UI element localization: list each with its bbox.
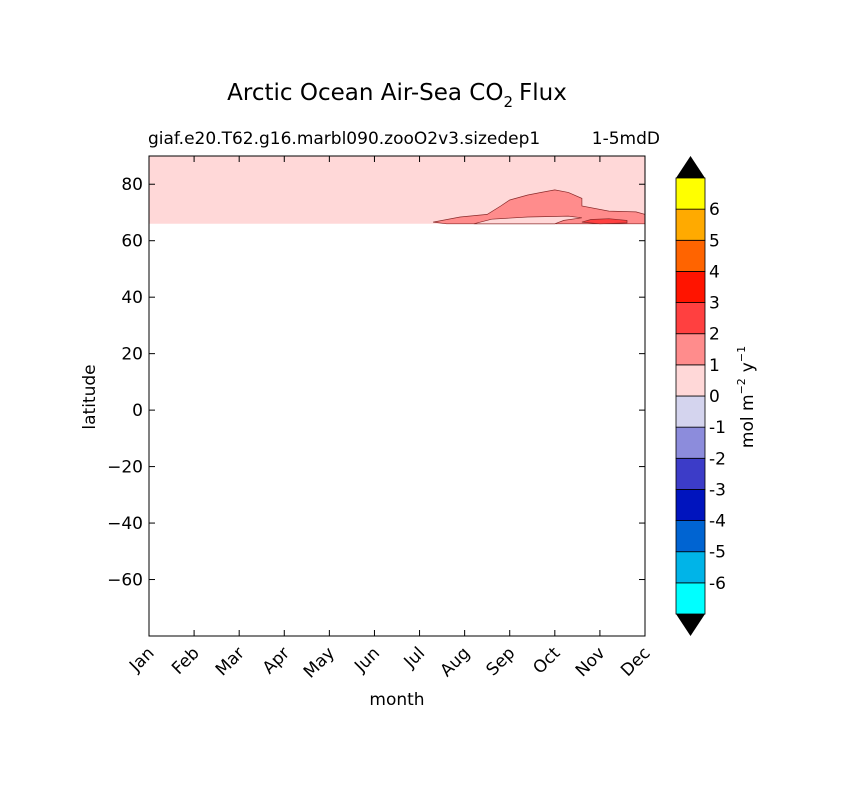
y-tick-label-4: 0 — [132, 401, 143, 421]
contour-region-2 — [473, 215, 582, 225]
colorbar-extend-min — [676, 614, 705, 636]
colorbar-tick-label-8: 2 — [709, 325, 720, 345]
colorbar-segment-13 — [675, 177, 706, 210]
chart-subtitle-right: 1-5mdD — [592, 129, 660, 149]
colorbar-segment-2 — [675, 520, 706, 553]
x-tick-label-3: Apr — [259, 643, 294, 678]
y-axis: 80 60 40 20 0 −20 −40 −60 — [107, 175, 645, 591]
colorbar-tick-label-9: 3 — [709, 294, 720, 314]
chart-title: Arctic Ocean Air-Sea CO2 Flux — [227, 80, 567, 111]
x-tick-label-6: Jul — [400, 643, 429, 672]
colorbar-tick-label-0: -6 — [709, 574, 726, 594]
y-tick-label-2: 40 — [121, 288, 143, 308]
colorbar-tick-label-1: -5 — [709, 543, 726, 563]
y-tick-label-6: −40 — [107, 514, 143, 534]
plot-frame — [148, 155, 646, 637]
x-tick-label-2: Mar — [212, 643, 249, 680]
colorbar: -6 -5 -4 -3 -2 -1 0 1 2 3 4 5 6 — [675, 156, 726, 636]
x-tick-label-0: Jan — [125, 643, 158, 676]
colorbar-tick-label-11: 5 — [709, 231, 720, 251]
x-tick-label-7: Aug — [437, 643, 475, 681]
colorbar-tick-label-10: 4 — [709, 262, 720, 282]
y-tick-label-7: −60 — [107, 571, 143, 591]
x-tick-label-1: Feb — [168, 643, 203, 678]
plot-area — [149, 156, 646, 225]
x-tick-label-8: Sep — [482, 643, 519, 680]
colorbar-segment-11 — [675, 239, 706, 272]
colorbar-tick-label-3: -3 — [709, 480, 726, 500]
x-tick-label-4: May — [300, 643, 339, 682]
contour-region-1 — [433, 189, 646, 225]
colorbar-segment-5 — [675, 426, 706, 459]
y-axis-label: latitude — [80, 364, 100, 429]
x-tick-label-10: Nov — [572, 643, 610, 681]
colorbar-tick-label-4: -2 — [709, 449, 726, 469]
colorbar-segment-0 — [675, 582, 706, 615]
colorbar-segment-7 — [675, 364, 706, 397]
colorbar-tick-label-2: -4 — [709, 512, 726, 532]
chart-subtitle-left: giaf.e20.T62.g16.marbl090.zooO2v3.sizede… — [148, 129, 540, 149]
y-tick-label-3: 20 — [121, 345, 143, 365]
x-tick-label-5: Jun — [350, 643, 384, 677]
colorbar-tick-label-5: -1 — [709, 418, 726, 438]
colorbar-extend-max — [676, 156, 705, 178]
x-axis-label: month — [369, 690, 424, 710]
colorbar-segment-9 — [675, 302, 706, 335]
contour-region-3 — [581, 218, 628, 225]
y-tick-label-1: 60 — [121, 232, 143, 252]
x-tick-label-11: Dec — [617, 643, 654, 680]
colorbar-tick-label-7: 1 — [709, 356, 720, 376]
colorbar-segment-8 — [675, 333, 706, 366]
colorbar-segment-3 — [675, 489, 706, 521]
colorbar-segment-4 — [675, 457, 706, 490]
y-tick-label-0: 80 — [121, 175, 143, 195]
y-tick-label-5: −20 — [107, 458, 143, 478]
colorbar-segment-12 — [675, 208, 706, 241]
colorbar-segment-6 — [675, 395, 706, 428]
colorbar-tick-label-12: 6 — [709, 200, 720, 220]
colorbar-segment-1 — [675, 551, 706, 584]
x-tick-label-9: Oct — [529, 643, 564, 678]
colorbar-tick-label-6: 0 — [709, 387, 720, 407]
colorbar-segment-10 — [675, 271, 706, 303]
x-axis: Jan Feb Mar Apr May Jun Jul Aug Sep Oct Nov Dec — [125, 156, 655, 682]
colorbar-label: mol m−2y−1 — [735, 346, 758, 448]
